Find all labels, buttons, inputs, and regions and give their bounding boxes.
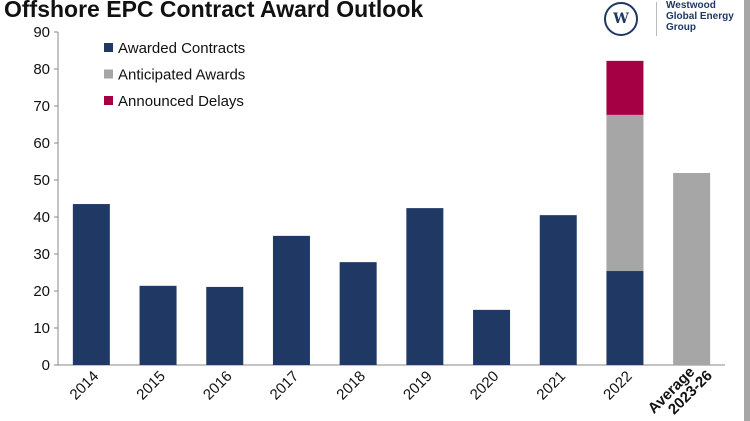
y-tick-label: 20 bbox=[33, 283, 50, 300]
bar-anticipated-awards bbox=[673, 172, 711, 365]
bar-awarded-contracts bbox=[339, 262, 377, 365]
legend-swatch bbox=[104, 96, 113, 105]
x-tick-label: 2016 bbox=[200, 368, 236, 404]
logo-line: Group bbox=[666, 22, 696, 33]
bar-awarded-contracts bbox=[406, 208, 444, 365]
logo-mark: W bbox=[604, 2, 638, 36]
legend-label: Awarded Contracts bbox=[118, 40, 245, 57]
y-tick-label: 80 bbox=[33, 61, 50, 78]
x-tick-label: 2020 bbox=[467, 368, 503, 404]
x-tick-label: Average2023-26 bbox=[645, 356, 716, 421]
y-tick-label: 30 bbox=[33, 246, 50, 263]
chart-title: Offshore EPC Contract Award Outlook bbox=[4, 0, 424, 22]
bar-announced-delays bbox=[606, 60, 644, 115]
y-tick-label: 50 bbox=[33, 172, 50, 189]
bar-awarded-contracts bbox=[206, 286, 244, 365]
bar-awarded-contracts bbox=[539, 215, 577, 365]
y-tick-label: 0 bbox=[42, 357, 50, 374]
y-tick-label: 60 bbox=[33, 135, 50, 152]
logo-line: Westwood bbox=[666, 0, 716, 11]
x-tick-label: 2022 bbox=[600, 368, 636, 404]
y-tick-label: 70 bbox=[33, 98, 50, 115]
bar-awarded-contracts bbox=[606, 271, 644, 365]
x-tick-label: 2019 bbox=[400, 368, 436, 404]
x-tick-label: 2014 bbox=[67, 368, 103, 404]
logo-text: Westwood Global Energy Group bbox=[666, 0, 746, 33]
y-tick-label: 10 bbox=[33, 320, 50, 337]
legend-label: Announced Delays bbox=[118, 93, 244, 110]
x-tick-label: 2018 bbox=[333, 368, 369, 404]
edge-bar bbox=[744, 0, 750, 421]
legend-swatch bbox=[104, 43, 113, 52]
bar-awarded-contracts bbox=[272, 235, 310, 365]
bar-awarded-contracts bbox=[139, 285, 177, 365]
bar-anticipated-awards bbox=[606, 114, 644, 272]
legend-swatch bbox=[104, 69, 113, 79]
x-tick-label: 2021 bbox=[533, 368, 569, 404]
x-tick-label: 2017 bbox=[267, 368, 303, 404]
legend-label: Anticipated Awards bbox=[118, 67, 245, 84]
y-tick-label: 40 bbox=[33, 209, 50, 226]
bar-awarded-contracts bbox=[72, 204, 110, 365]
logo-line: Global Energy bbox=[666, 11, 734, 22]
bar-awarded-contracts bbox=[473, 309, 511, 365]
westwood-logo: W Westwood Global Energy Group bbox=[604, 0, 746, 38]
logo-divider bbox=[656, 2, 657, 36]
x-tick-label: 2015 bbox=[133, 368, 169, 404]
y-tick-label: 90 bbox=[33, 24, 50, 41]
